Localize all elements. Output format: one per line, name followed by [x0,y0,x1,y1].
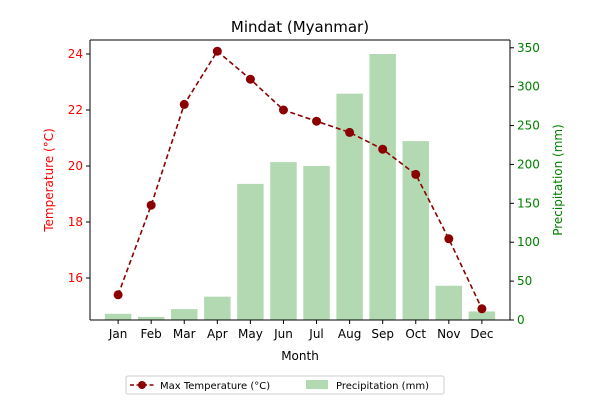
axes: Jan Feb Mar Apr May Jun Jul Aug Sep Oct Nov Dec 16 18… [68,39,540,341]
point-temperature-may [245,74,255,84]
x-tick-label-nov: Nov [437,327,460,341]
bar-precipitation-jun [270,162,297,320]
x-axis-label: Month [281,349,319,363]
right-tick-label-0: 0 [517,313,525,327]
point-temperature-nov [444,234,454,244]
point-temperature-jul [312,116,322,126]
right-tick-label-250: 250 [517,119,540,133]
legend-marker-swatch [138,381,146,389]
point-temperature-apr [212,46,222,56]
legend: Max Temperature (°C) Precipitation (mm) [125,375,445,395]
chart-title: Mindat (Myanmar) [231,18,369,36]
x-tick-label-apr: Apr [207,327,228,341]
left-tick-label-16: 16 [68,271,83,285]
bar-precipitation-dec [468,311,496,320]
x-tick-label-oct: Oct [405,327,426,341]
x-tick-label-may: May [238,327,263,341]
left-tick-label-22: 22 [68,103,83,117]
right-tick-label-350: 350 [517,41,540,55]
point-temperature-oct [411,169,421,179]
bar-precipitation-jan [104,313,132,320]
bar-precipitation-feb [137,316,165,320]
temperature-line [117,49,483,310]
bar-precipitation-apr [204,296,231,320]
x-tick-label-jul: Jul [308,327,323,341]
point-temperature-dec [477,304,487,314]
x-tick-label-mar: Mar [173,327,196,341]
x-tick-label-feb: Feb [141,327,162,341]
right-tick-label-100: 100 [517,235,540,249]
right-tick-label-50: 50 [517,274,532,288]
right-axis-label: Precipitation (mm) [551,124,565,236]
point-temperature-feb [146,200,156,210]
x-tick-label-dec: Dec [470,327,493,341]
bar-precipitation-may [237,183,264,320]
legend-item-temperature: Max Temperature (°C) [160,381,270,392]
point-temperature-jun [278,105,288,115]
bar-precipitation-sep [369,54,396,320]
left-tick-label-18: 18 [68,215,83,229]
point-temperature-sep [378,144,388,154]
legend-frame [125,375,445,395]
right-tick-label-300: 300 [517,80,540,94]
x-tick-label-jun: Jun [273,327,293,341]
bar-precipitation-mar [171,309,198,320]
right-tick-label-150: 150 [517,196,540,210]
temperature-line-layer [113,46,487,314]
x-tick-label-aug: Aug [338,327,361,341]
left-tick-label-20: 20 [68,159,83,173]
left-axis-label: Temperature (°C) [42,128,56,233]
bar-precipitation-nov [435,285,463,320]
bar-precipitation-jul [303,166,330,320]
left-tick-label-24: 24 [68,47,83,61]
point-temperature-mar [179,99,189,109]
point-temperature-aug [345,127,355,137]
point-temperature-jan [113,290,123,300]
x-tick-label-jan: Jan [108,327,128,341]
bar-precipitation-aug [336,93,363,321]
precipitation-bars [104,54,496,321]
x-tick-label-sep: Sep [371,327,394,341]
legend-item-precipitation: Precipitation (mm) [336,381,429,392]
legend-bar-swatch [306,380,328,389]
right-tick-label-200: 200 [517,157,540,171]
